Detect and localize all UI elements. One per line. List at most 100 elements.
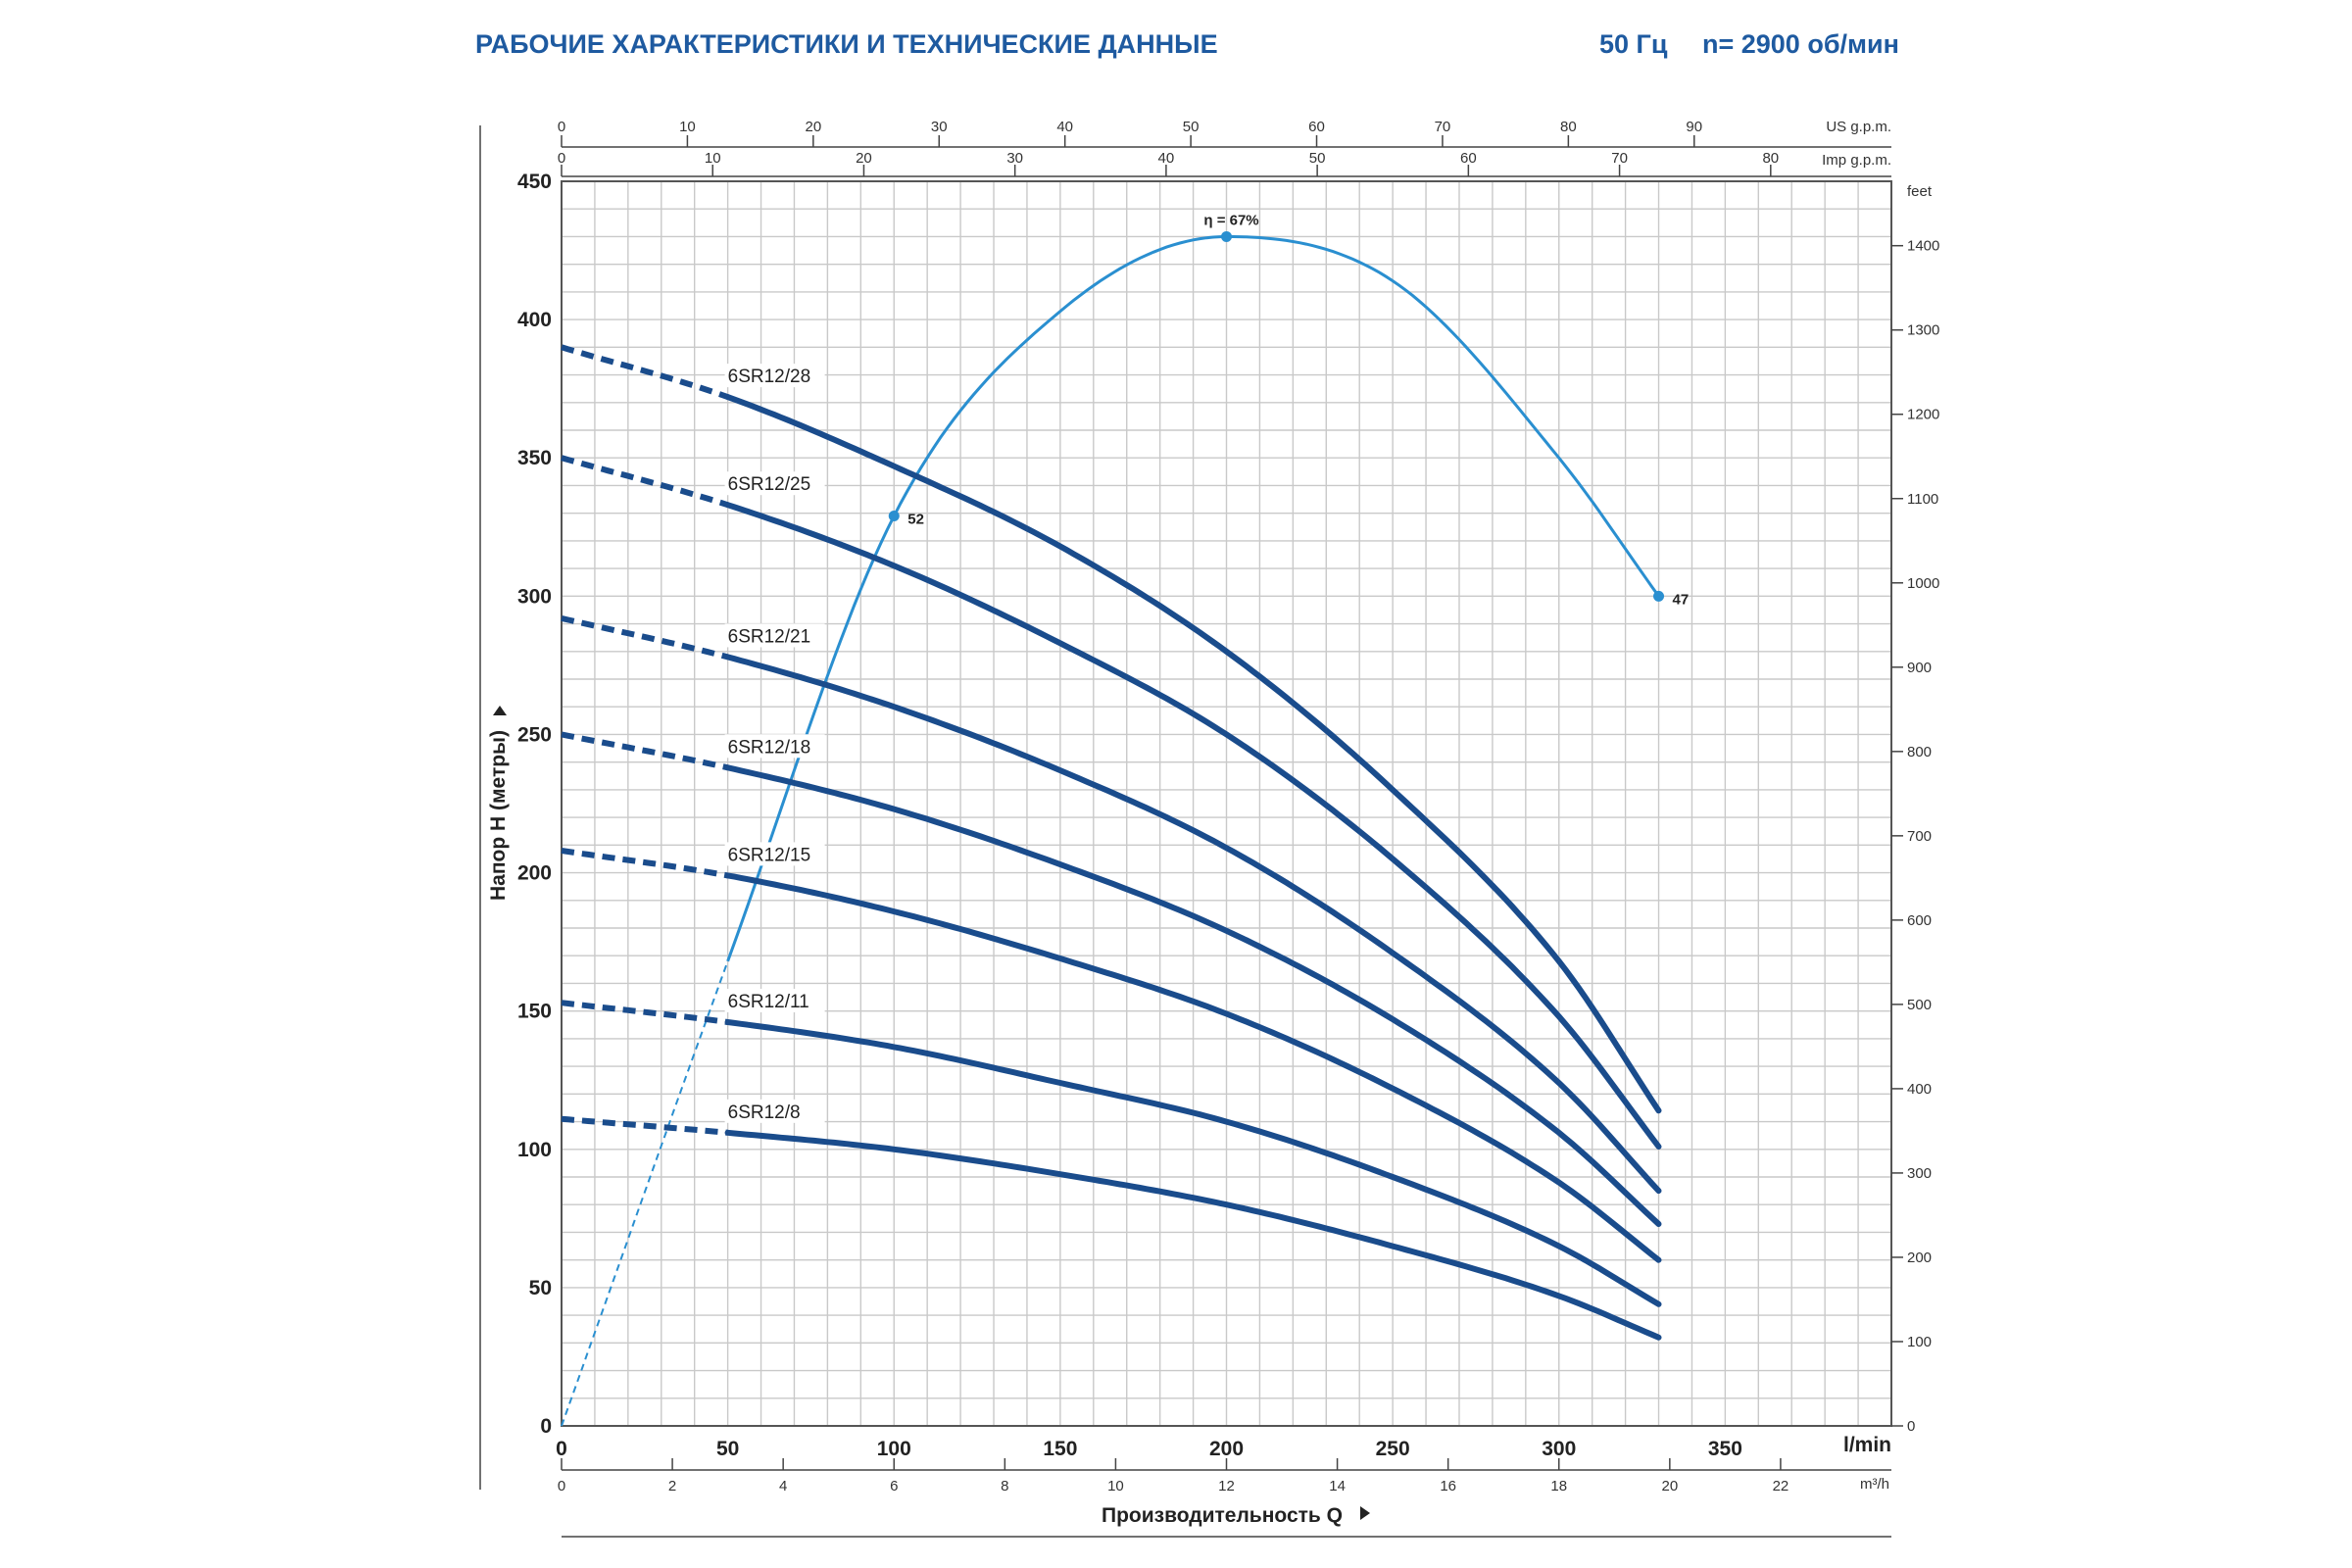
x-tick-label: 150: [1043, 1438, 1077, 1460]
us-gpm-tick-label: 50: [1183, 119, 1200, 135]
x-axis-title: Производительность Q: [1102, 1504, 1343, 1527]
series-label-bg: [724, 734, 825, 759]
series-label: 6SR12/8: [728, 1102, 801, 1123]
us-gpm-tick-label: 20: [805, 119, 821, 135]
efficiency-marker-label: 52: [907, 511, 924, 527]
y-tick-label: 250: [517, 723, 552, 746]
feet-tick-label: 0: [1907, 1418, 1915, 1435]
chart-labels: 6SR12/28 6SR12/25 6SR12/21 6SR12/18 6SR12/15…: [724, 212, 1690, 1123]
x-tick-label: 300: [1542, 1438, 1576, 1460]
pump-curve: [724, 1019, 1662, 1307]
page-title: РАБОЧИЕ ХАРАКТЕРИСТИКИ И ТЕХНИЧЕСКИЕ ДАН…: [475, 29, 1218, 59]
efficiency-marker-label: 47: [1673, 591, 1690, 608]
series-label: 6SR12/21: [728, 626, 811, 647]
feet-tick-label: 900: [1907, 660, 1932, 676]
series-label-bg: [724, 988, 825, 1012]
efficiency-marker: [1221, 230, 1232, 242]
feet-tick-label: 200: [1907, 1250, 1932, 1266]
x-tick-label: 50: [716, 1438, 739, 1460]
feet-tick-label: 1200: [1907, 407, 1939, 423]
us-gpm-tick-label: 70: [1435, 119, 1451, 135]
imp-gpm-tick-label: 10: [705, 150, 721, 167]
y-axis-arrow-icon: [493, 706, 507, 715]
feet-tick-label: 300: [1907, 1165, 1932, 1182]
feet-tick-label: 100: [1907, 1334, 1932, 1350]
us-gpm-tick-label: 80: [1560, 119, 1577, 135]
m3h-tick-label: 6: [890, 1478, 898, 1494]
feet-tick-label: 600: [1907, 912, 1932, 929]
imp-gpm-tick-label: 80: [1762, 150, 1779, 167]
m3h-tick-label: 10: [1107, 1478, 1124, 1494]
us-gpm-tick-label: 60: [1308, 119, 1325, 135]
m3h-tick-label: 4: [779, 1478, 787, 1494]
x-tick-label: 350: [1708, 1438, 1742, 1460]
x-unit-label: l/min: [1843, 1434, 1891, 1456]
y-tick-label: 50: [529, 1277, 552, 1299]
feet-tick-label: 1400: [1907, 238, 1939, 255]
pump-curve: [724, 502, 1662, 1150]
series-label-bg: [724, 1099, 825, 1123]
m3h-tick-label: 2: [668, 1478, 676, 1494]
efficiency-marker: [1653, 590, 1665, 602]
feet-unit-label: feet: [1907, 183, 1933, 200]
y-tick-label: 100: [517, 1139, 552, 1161]
x-tick-label: 100: [877, 1438, 911, 1460]
y-tick-label: 450: [517, 171, 552, 193]
y-tick-label: 400: [517, 309, 552, 331]
us-gpm-tick-label: 0: [558, 119, 565, 135]
pump-curve-dashed: [561, 1000, 728, 1025]
series-label: 6SR12/15: [728, 845, 811, 865]
pump-curve: [724, 394, 1662, 1114]
efficiency-curve-dashed: [561, 960, 729, 1427]
pump-curve: [724, 1129, 1662, 1341]
series-label-bg: [724, 842, 825, 866]
m3h-tick-label: 20: [1661, 1478, 1678, 1494]
imp-gpm-tick-label: 40: [1158, 150, 1175, 167]
series-label-bg: [724, 364, 825, 388]
us-gpm-tick-label: 10: [679, 119, 696, 135]
series-label-bg: [724, 471, 825, 496]
efficiency-marker-label: η = 67%: [1203, 212, 1258, 228]
feet-tick-label: 700: [1907, 828, 1932, 845]
imp-gpm-tick-label: 30: [1006, 150, 1023, 167]
m3h-tick-label: 0: [558, 1478, 565, 1494]
us-gpm-tick-label: 40: [1056, 119, 1073, 135]
series-label: 6SR12/25: [728, 474, 811, 495]
y-tick-label: 200: [517, 862, 552, 885]
feet-tick-label: 1300: [1907, 322, 1939, 339]
plot-frame: [561, 180, 1892, 1427]
m3h-tick-label: 16: [1440, 1478, 1456, 1494]
pump-curve-dashed: [561, 1115, 728, 1136]
y-tick-label: 300: [517, 585, 552, 608]
pump-curve-dashed: [561, 731, 729, 771]
series-label: 6SR12/18: [728, 737, 811, 758]
y-tick-label: 150: [517, 1001, 552, 1023]
speed-label: n= 2900 об/мин: [1702, 29, 1899, 59]
m3h-tick-label: 18: [1550, 1478, 1567, 1494]
us-gpm-tick-label: 30: [931, 119, 948, 135]
pump-curve-dashed: [561, 344, 729, 400]
imp-gpm-tick-label: 0: [558, 150, 565, 167]
pump-curve-dashed: [561, 614, 729, 661]
imp-gpm-unit-label: Imp g.p.m.: [1822, 152, 1891, 169]
y-axis-title: Напор H (метры): [487, 730, 510, 901]
feet-tick-label: 1000: [1907, 575, 1939, 592]
x-tick-label: 0: [556, 1438, 567, 1460]
imp-gpm-tick-label: 50: [1309, 150, 1326, 167]
efficiency-marker: [888, 510, 900, 521]
x-axis-arrow-icon: [1360, 1506, 1370, 1520]
pump-curve: [724, 654, 1662, 1195]
chart-curves: [561, 234, 1662, 1427]
m3h-tick-label: 14: [1329, 1478, 1346, 1494]
series-label: 6SR12/11: [728, 992, 809, 1012]
series-label: 6SR12/28: [728, 367, 811, 387]
y-tick-label: 350: [517, 447, 552, 469]
pump-curve: [724, 872, 1662, 1263]
pump-curve-dashed: [561, 455, 729, 509]
imp-gpm-tick-label: 20: [856, 150, 872, 167]
m3h-unit-label: m³/h: [1860, 1476, 1889, 1493]
pump-curve-dashed: [561, 848, 729, 879]
imp-gpm-tick-label: 70: [1611, 150, 1628, 167]
frequency-label: 50 Гц: [1599, 29, 1668, 59]
